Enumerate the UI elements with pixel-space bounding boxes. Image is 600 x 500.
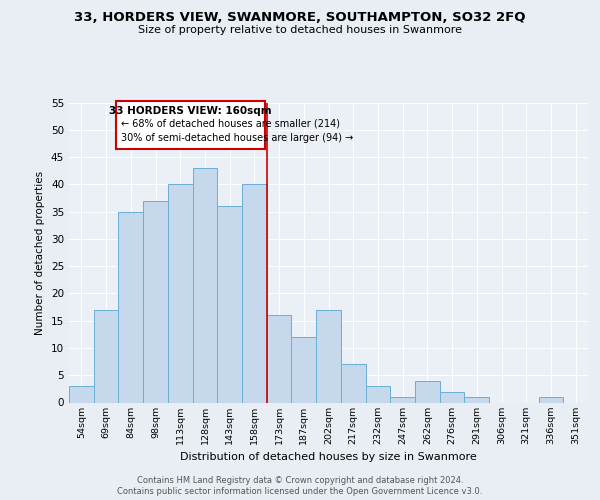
Bar: [193, 168, 217, 402]
Bar: [464, 397, 489, 402]
Bar: [118, 212, 143, 402]
Bar: [267, 315, 292, 402]
Bar: [217, 206, 242, 402]
Bar: [316, 310, 341, 402]
Text: Contains HM Land Registry data © Crown copyright and database right 2024.: Contains HM Land Registry data © Crown c…: [137, 476, 463, 485]
Text: Contains public sector information licensed under the Open Government Licence v3: Contains public sector information licen…: [118, 488, 482, 496]
Bar: [94, 310, 118, 402]
Bar: [390, 397, 415, 402]
Text: ← 68% of detached houses are smaller (214): ← 68% of detached houses are smaller (21…: [121, 119, 340, 129]
Text: 33, HORDERS VIEW, SWANMORE, SOUTHAMPTON, SO32 2FQ: 33, HORDERS VIEW, SWANMORE, SOUTHAMPTON,…: [74, 11, 526, 24]
Bar: [539, 397, 563, 402]
Bar: [365, 386, 390, 402]
Bar: [242, 184, 267, 402]
Bar: [440, 392, 464, 402]
FancyBboxPatch shape: [116, 102, 265, 149]
X-axis label: Distribution of detached houses by size in Swanmore: Distribution of detached houses by size …: [180, 452, 477, 462]
Y-axis label: Number of detached properties: Number of detached properties: [35, 170, 46, 334]
Bar: [415, 380, 440, 402]
Text: Size of property relative to detached houses in Swanmore: Size of property relative to detached ho…: [138, 25, 462, 35]
Bar: [341, 364, 365, 403]
Bar: [69, 386, 94, 402]
Bar: [168, 184, 193, 402]
Bar: [292, 337, 316, 402]
Text: 33 HORDERS VIEW: 160sqm: 33 HORDERS VIEW: 160sqm: [109, 106, 272, 117]
Bar: [143, 200, 168, 402]
Text: 30% of semi-detached houses are larger (94) →: 30% of semi-detached houses are larger (…: [121, 133, 353, 143]
